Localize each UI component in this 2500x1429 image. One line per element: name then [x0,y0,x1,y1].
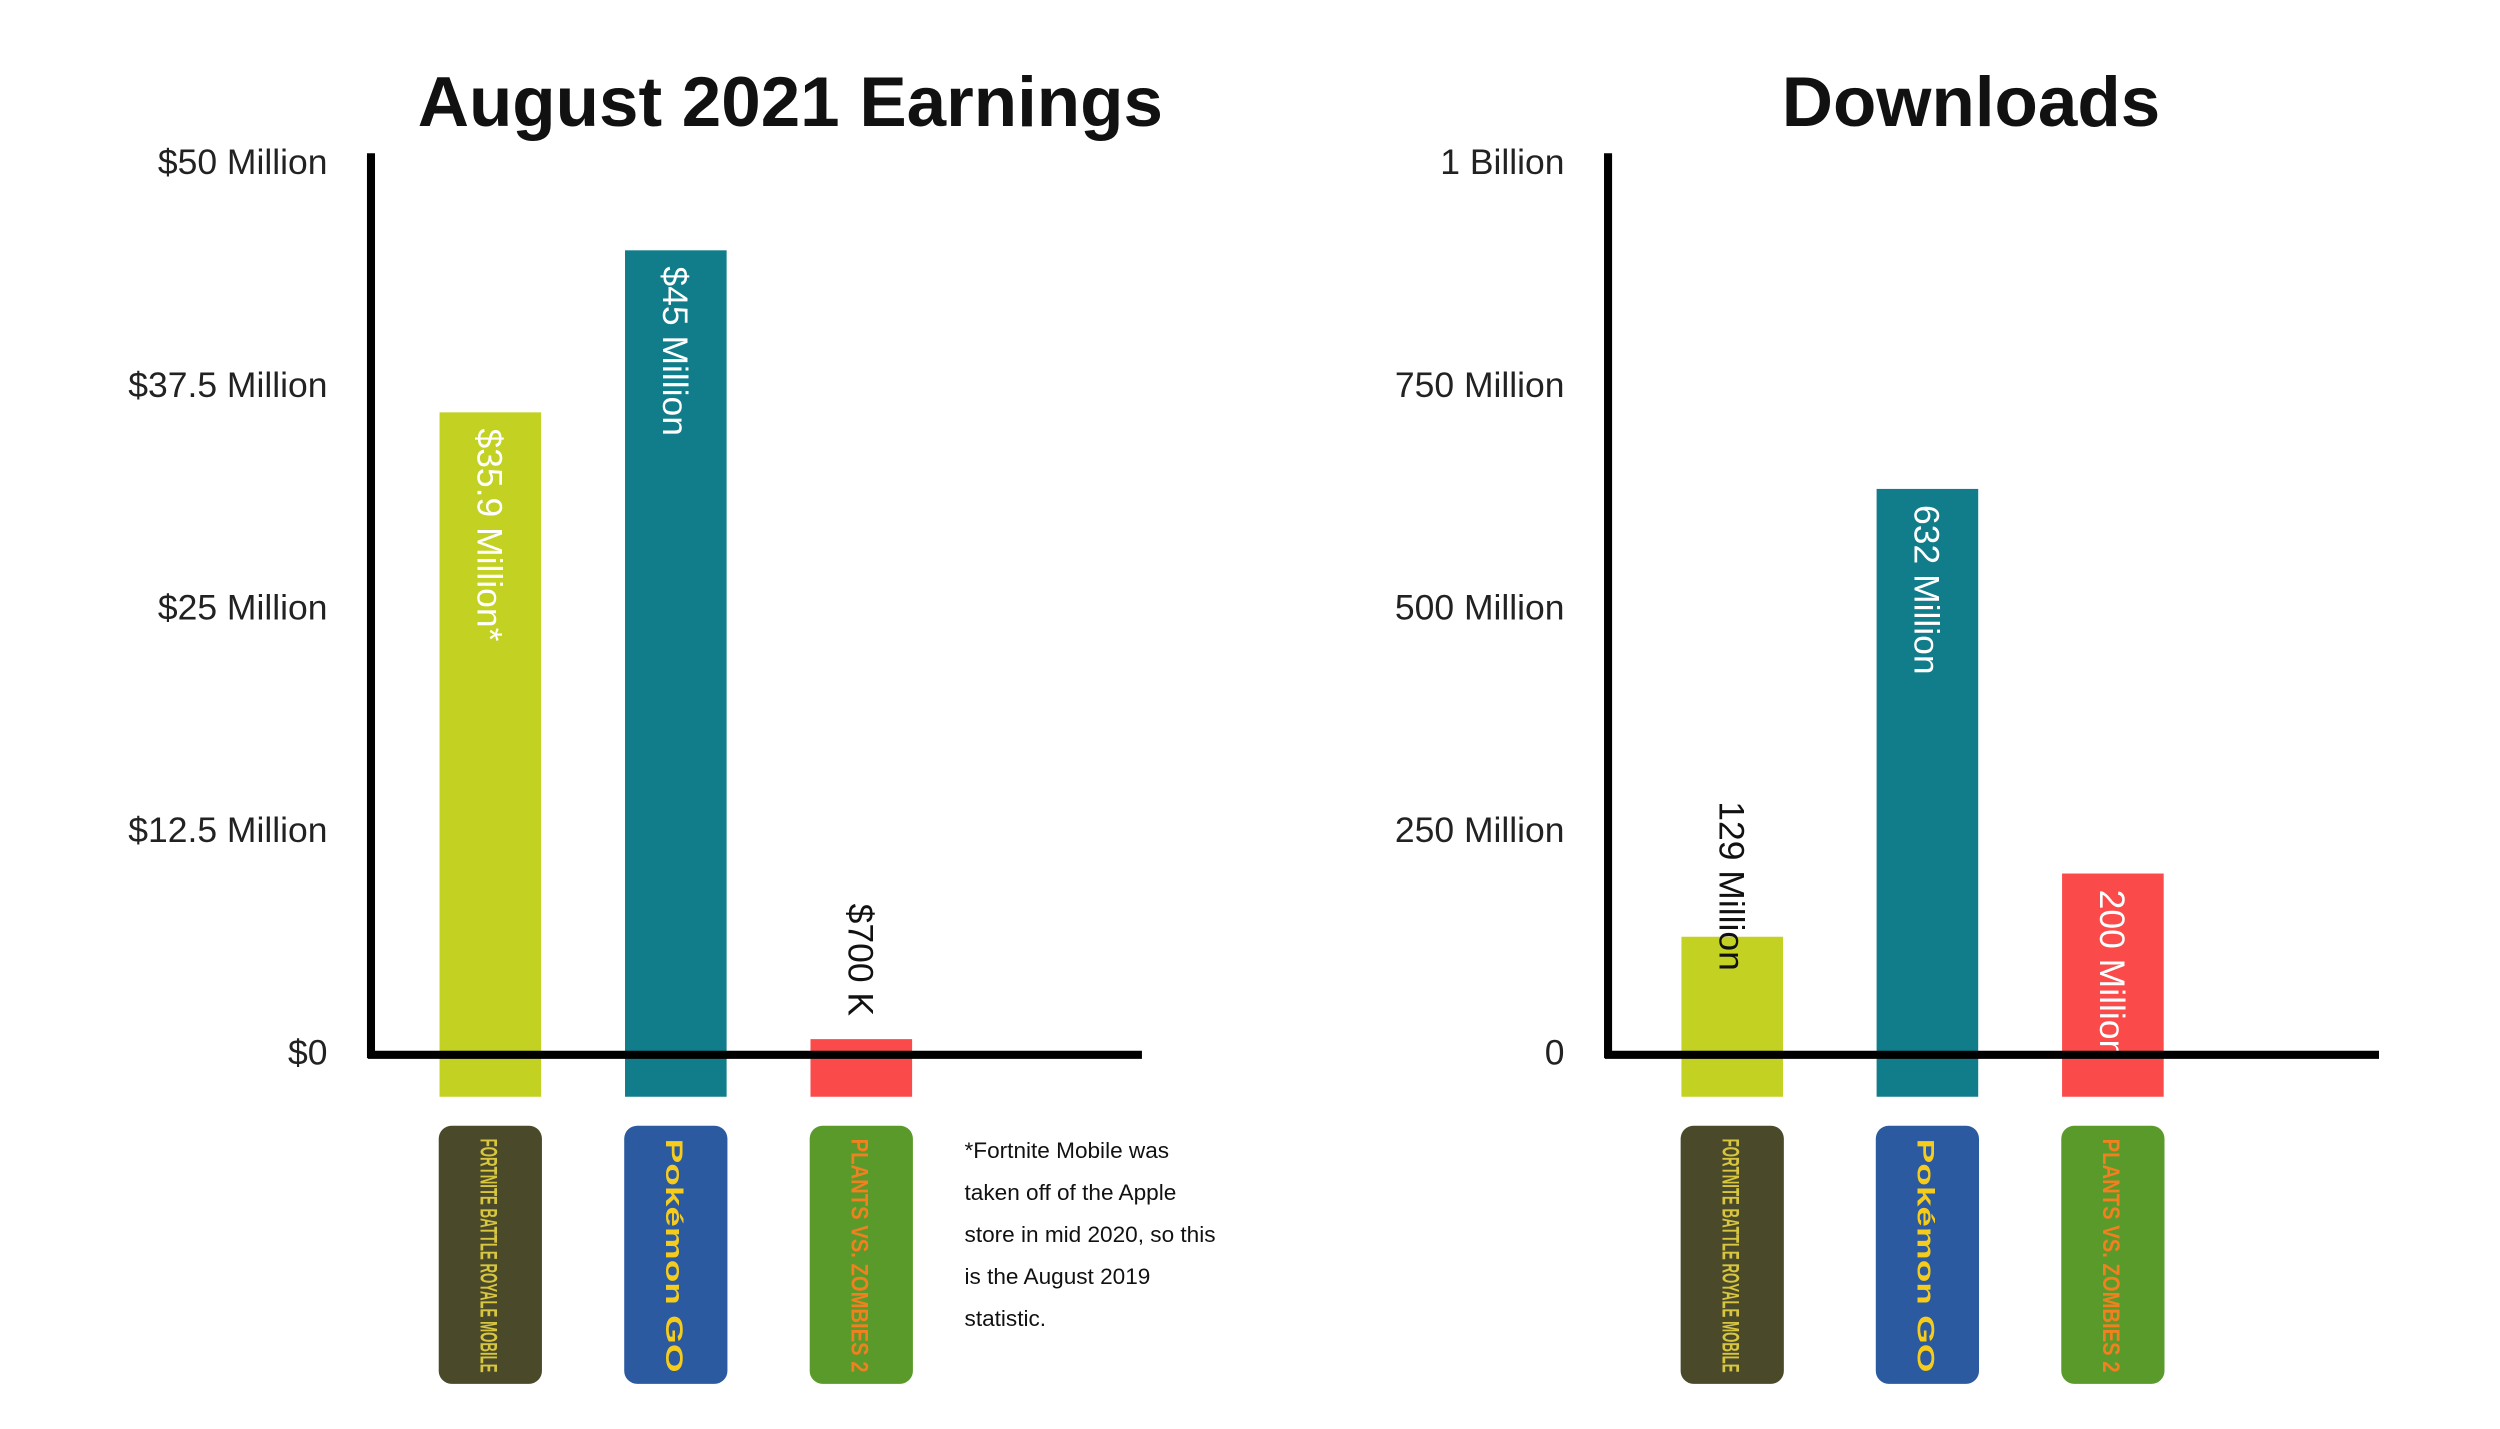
logo-badge [438,1125,542,1384]
logo-text: PLANTS VS. ZOMBIES 2 [2097,1139,2124,1373]
y-tick-label: $12.5 Million [128,810,327,850]
y-tick-label: 750 Million [1395,365,1565,405]
y-tick-label: 500 Million [1395,587,1565,627]
bar [810,1039,913,1097]
y-tick-label: 0 [1545,1032,1565,1072]
bar [625,250,727,1097]
chart-title: Downloads [1782,63,2160,142]
bar [439,412,542,1097]
value-label: 200 Million [2092,890,2132,1060]
logo: Pokémon GO [624,1125,728,1384]
logo-text: Pokémon GO [660,1139,687,1373]
value-label: $35.9 Million* [469,428,509,641]
logo-text: PLANTS VS. ZOMBIES 2 [846,1139,873,1373]
y-tick-label: $25 Million [158,587,328,627]
logo-text: FORTNITE BATTLE ROYALE MOBILE [475,1139,502,1373]
y-tick-label: $37.5 Million [128,365,327,405]
logo-badge [624,1125,728,1384]
bar [1876,488,1979,1097]
note-box: *Fortnite Mobile was taken off of the Ap… [964,1137,1216,1331]
footnote: *Fortnite Mobile was taken off of the Ap… [964,1137,1216,1331]
y-tick-label: 250 Million [1395,810,1565,850]
logo-text: FORTNITE BATTLE ROYALE MOBILE [1717,1139,1744,1373]
logo-badge [1680,1125,1784,1384]
logo: PLANTS VS. ZOMBIES 2 [809,1125,913,1384]
logo: FORTNITE BATTLE ROYALE MOBILE [438,1125,542,1384]
value-label: 632 Million [1907,505,1947,675]
logo-badge [809,1125,913,1384]
value-label: 129 Million [1711,801,1751,971]
bar [2062,873,2164,1097]
logo: Pokémon GO [1875,1125,1980,1384]
y-tick-label: $50 Million [158,142,328,182]
y-tick-label: $0 [288,1032,327,1072]
logo-badge [2061,1125,2165,1384]
logo-text: Pokémon GO [1912,1139,1939,1373]
logo: FORTNITE BATTLE ROYALE MOBILE [1680,1125,1784,1384]
bar [1681,936,1784,1097]
value-label: $45 Million [655,266,695,436]
y-tick-label: 1 Billion [1440,142,1564,182]
chart-title: August 2021 Earnings [418,63,1163,142]
value-label: $700 K [840,904,880,1017]
logo: PLANTS VS. ZOMBIES 2 [2061,1125,2165,1384]
logo-badge [1875,1125,1980,1384]
